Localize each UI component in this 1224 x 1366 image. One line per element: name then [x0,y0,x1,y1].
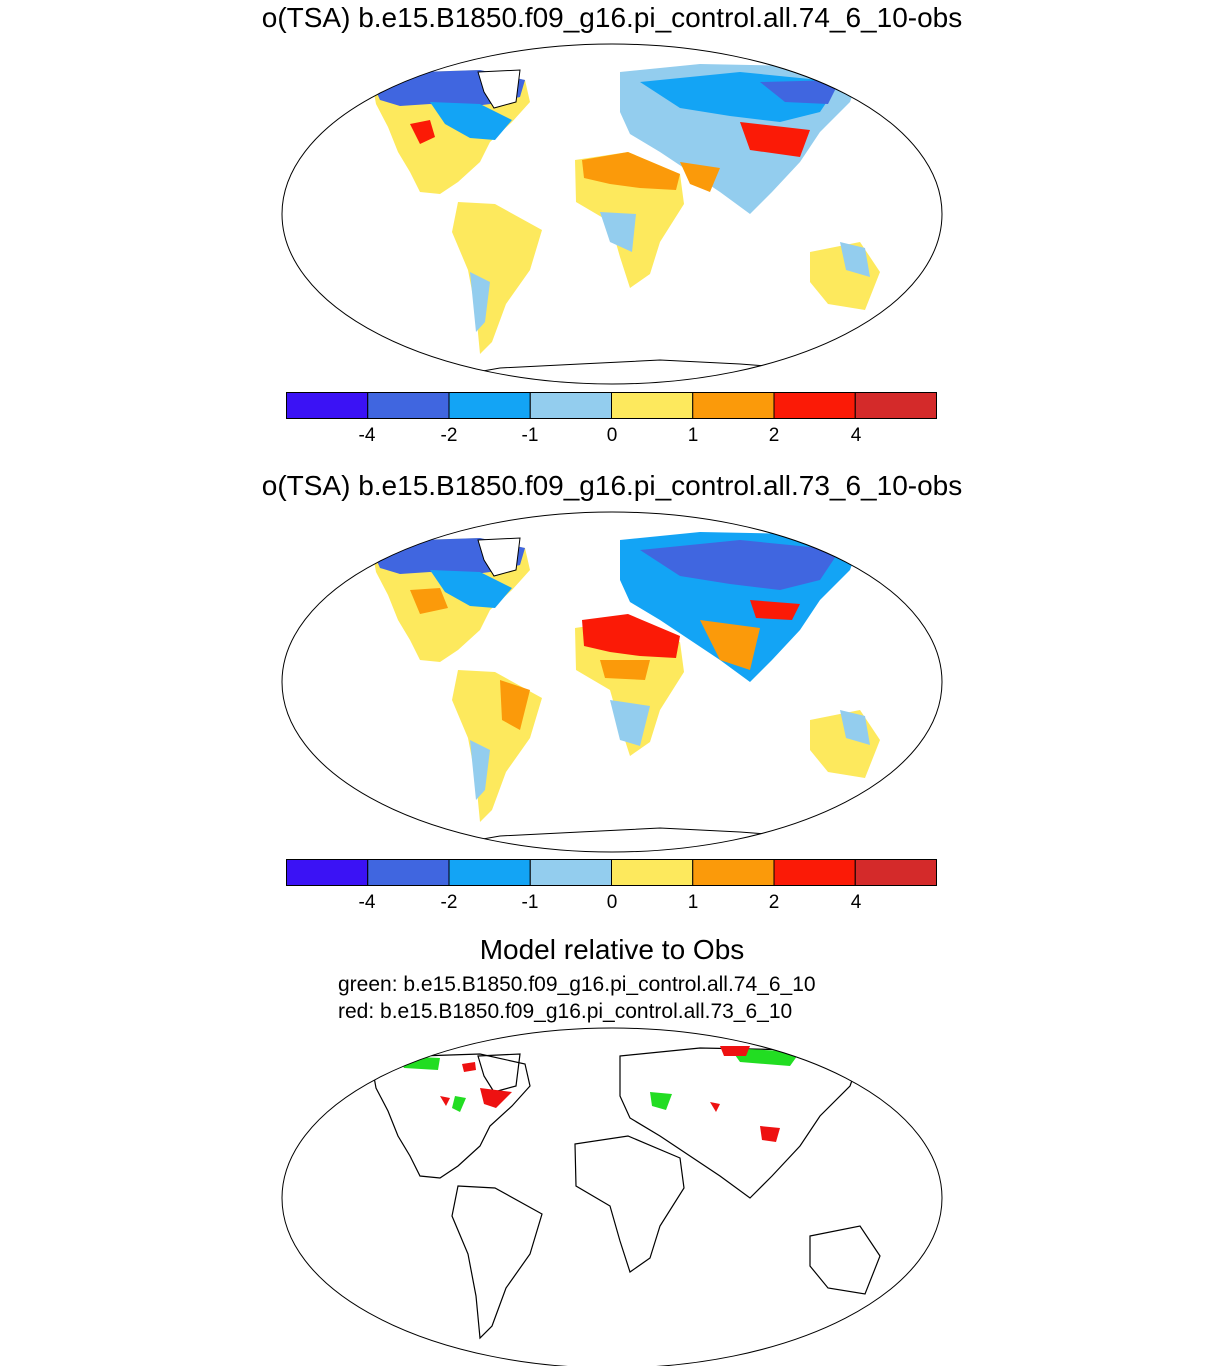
tick-label: -4 [358,892,376,913]
tick-label: 1 [687,425,699,446]
colorbar-box [854,392,937,419]
comparison-red-label: red: b.e15.B1850.f09_g16.pi_control.all.… [338,1000,793,1023]
panel-1-colorbar-boxes [286,392,937,419]
tick-label: 2 [768,892,780,913]
panel-1-title: o(TSA) b.e15.B1850.f09_g16.pi_control.al… [261,2,963,33]
tick-label: -1 [521,425,539,446]
colorbar-box [773,859,856,886]
colorbar-box [286,392,369,419]
colorbar-box [529,859,612,886]
green-region [650,1092,672,1110]
colorbar-box [611,392,694,419]
colorbar-box [773,392,856,419]
green-region [452,1096,466,1112]
panel-1-colorbar [286,392,937,419]
tick-label: 0 [606,425,618,446]
comparison-markers [398,1046,800,1142]
red-region [710,1102,720,1112]
tick-label: -2 [440,425,458,446]
panel-2-colorbar-ticks: -4 -2 -1 0 1 2 4 [286,892,937,916]
colorbar-box [854,859,937,886]
panel-1-colorbar-ticks: -4 -2 -1 0 1 2 4 [286,425,937,449]
tick-label: 4 [850,892,862,913]
red-region [760,1126,780,1142]
colorbar-box [448,392,531,419]
tick-label: 2 [768,425,780,446]
red-region [440,1096,450,1106]
comparison-green-label: green: b.e15.B1850.f09_g16.pi_control.al… [338,973,816,996]
colorbar-box [692,392,775,419]
tick-label: -4 [358,425,376,446]
red-region [480,1088,512,1108]
panel-2-title: o(TSA) b.e15.B1850.f09_g16.pi_control.al… [261,470,963,501]
colorbar-box [529,392,612,419]
colorbar-box [367,392,450,419]
colorbar-box [692,859,775,886]
red-region [462,1062,476,1072]
tick-label: -1 [521,892,539,913]
colorbar-box [286,859,369,886]
panel-2-map [280,510,944,880]
colorbar-box [448,859,531,886]
tick-label: -2 [440,892,458,913]
tick-label: 4 [850,425,862,446]
comparison-map [280,1026,944,1366]
colorbar-box [367,859,450,886]
red-region [720,1046,750,1056]
tick-label: 1 [687,892,699,913]
colorbar-box [611,859,694,886]
green-region [398,1056,440,1070]
tick-label: 0 [606,892,618,913]
panel-2-colorbar [286,859,937,886]
panel-1-map [280,42,944,412]
comparison-title: Model relative to Obs [479,934,745,965]
panel-2-colorbar-boxes [286,859,937,886]
